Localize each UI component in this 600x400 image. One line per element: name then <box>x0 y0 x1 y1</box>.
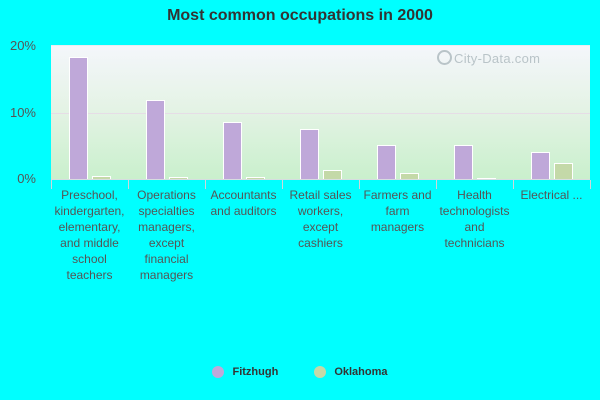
bar-fitzhugh-4[interactable] <box>377 144 396 180</box>
x-label: Electrical ... <box>520 188 583 202</box>
gridline-10 <box>51 113 590 114</box>
bar-fitzhugh-2[interactable] <box>223 122 242 180</box>
plot-area <box>51 45 590 180</box>
x-label: Preschool, kindergarten, elementary, and… <box>54 188 125 282</box>
bar-oklahoma-1[interactable] <box>169 176 188 180</box>
x-tick <box>128 180 129 189</box>
legend: Fitzhugh Oklahoma <box>0 366 600 378</box>
bar-oklahoma-3[interactable] <box>323 169 342 180</box>
x-tick <box>359 180 360 189</box>
magnifier-icon <box>437 50 452 65</box>
x-axis-line <box>51 179 590 180</box>
x-tick <box>436 180 437 189</box>
y-tick-20: 20% <box>9 38 36 53</box>
watermark: City-Data.com <box>437 50 540 66</box>
bar-fitzhugh-3[interactable] <box>300 129 319 180</box>
y-tick-10: 10% <box>9 105 36 120</box>
x-tick <box>513 180 514 189</box>
legend-item-fitzhugh[interactable]: Fitzhugh <box>212 366 278 378</box>
y-tick-0: 0% <box>17 171 36 186</box>
fitzhugh-swatch-icon <box>212 366 225 378</box>
x-label: Retail sales workers, except cashiers <box>289 188 352 250</box>
x-tick <box>205 180 206 189</box>
legend-item-oklahoma[interactable]: Oklahoma <box>314 366 388 378</box>
bar-oklahoma-6[interactable] <box>554 163 573 180</box>
bar-oklahoma-2[interactable] <box>246 177 265 180</box>
oklahoma-swatch-icon <box>314 366 327 378</box>
x-label: Health technologists and technicians <box>439 188 510 250</box>
bar-fitzhugh-0[interactable] <box>69 56 88 180</box>
x-label: Accountants and auditors <box>210 188 277 218</box>
x-label: Farmers and farm managers <box>363 188 432 234</box>
bar-oklahoma-4[interactable] <box>400 173 419 180</box>
x-tick <box>282 180 283 189</box>
chart-title: Most common occupations in 2000 <box>167 7 433 24</box>
bar-fitzhugh-6[interactable] <box>531 151 550 180</box>
x-tick <box>590 180 591 189</box>
bar-fitzhugh-5[interactable] <box>454 144 473 180</box>
x-tick <box>51 180 52 189</box>
x-label: Operations specialties managers, except … <box>137 188 196 282</box>
bar-fitzhugh-1[interactable] <box>146 100 165 180</box>
bar-oklahoma-0[interactable] <box>92 175 111 180</box>
